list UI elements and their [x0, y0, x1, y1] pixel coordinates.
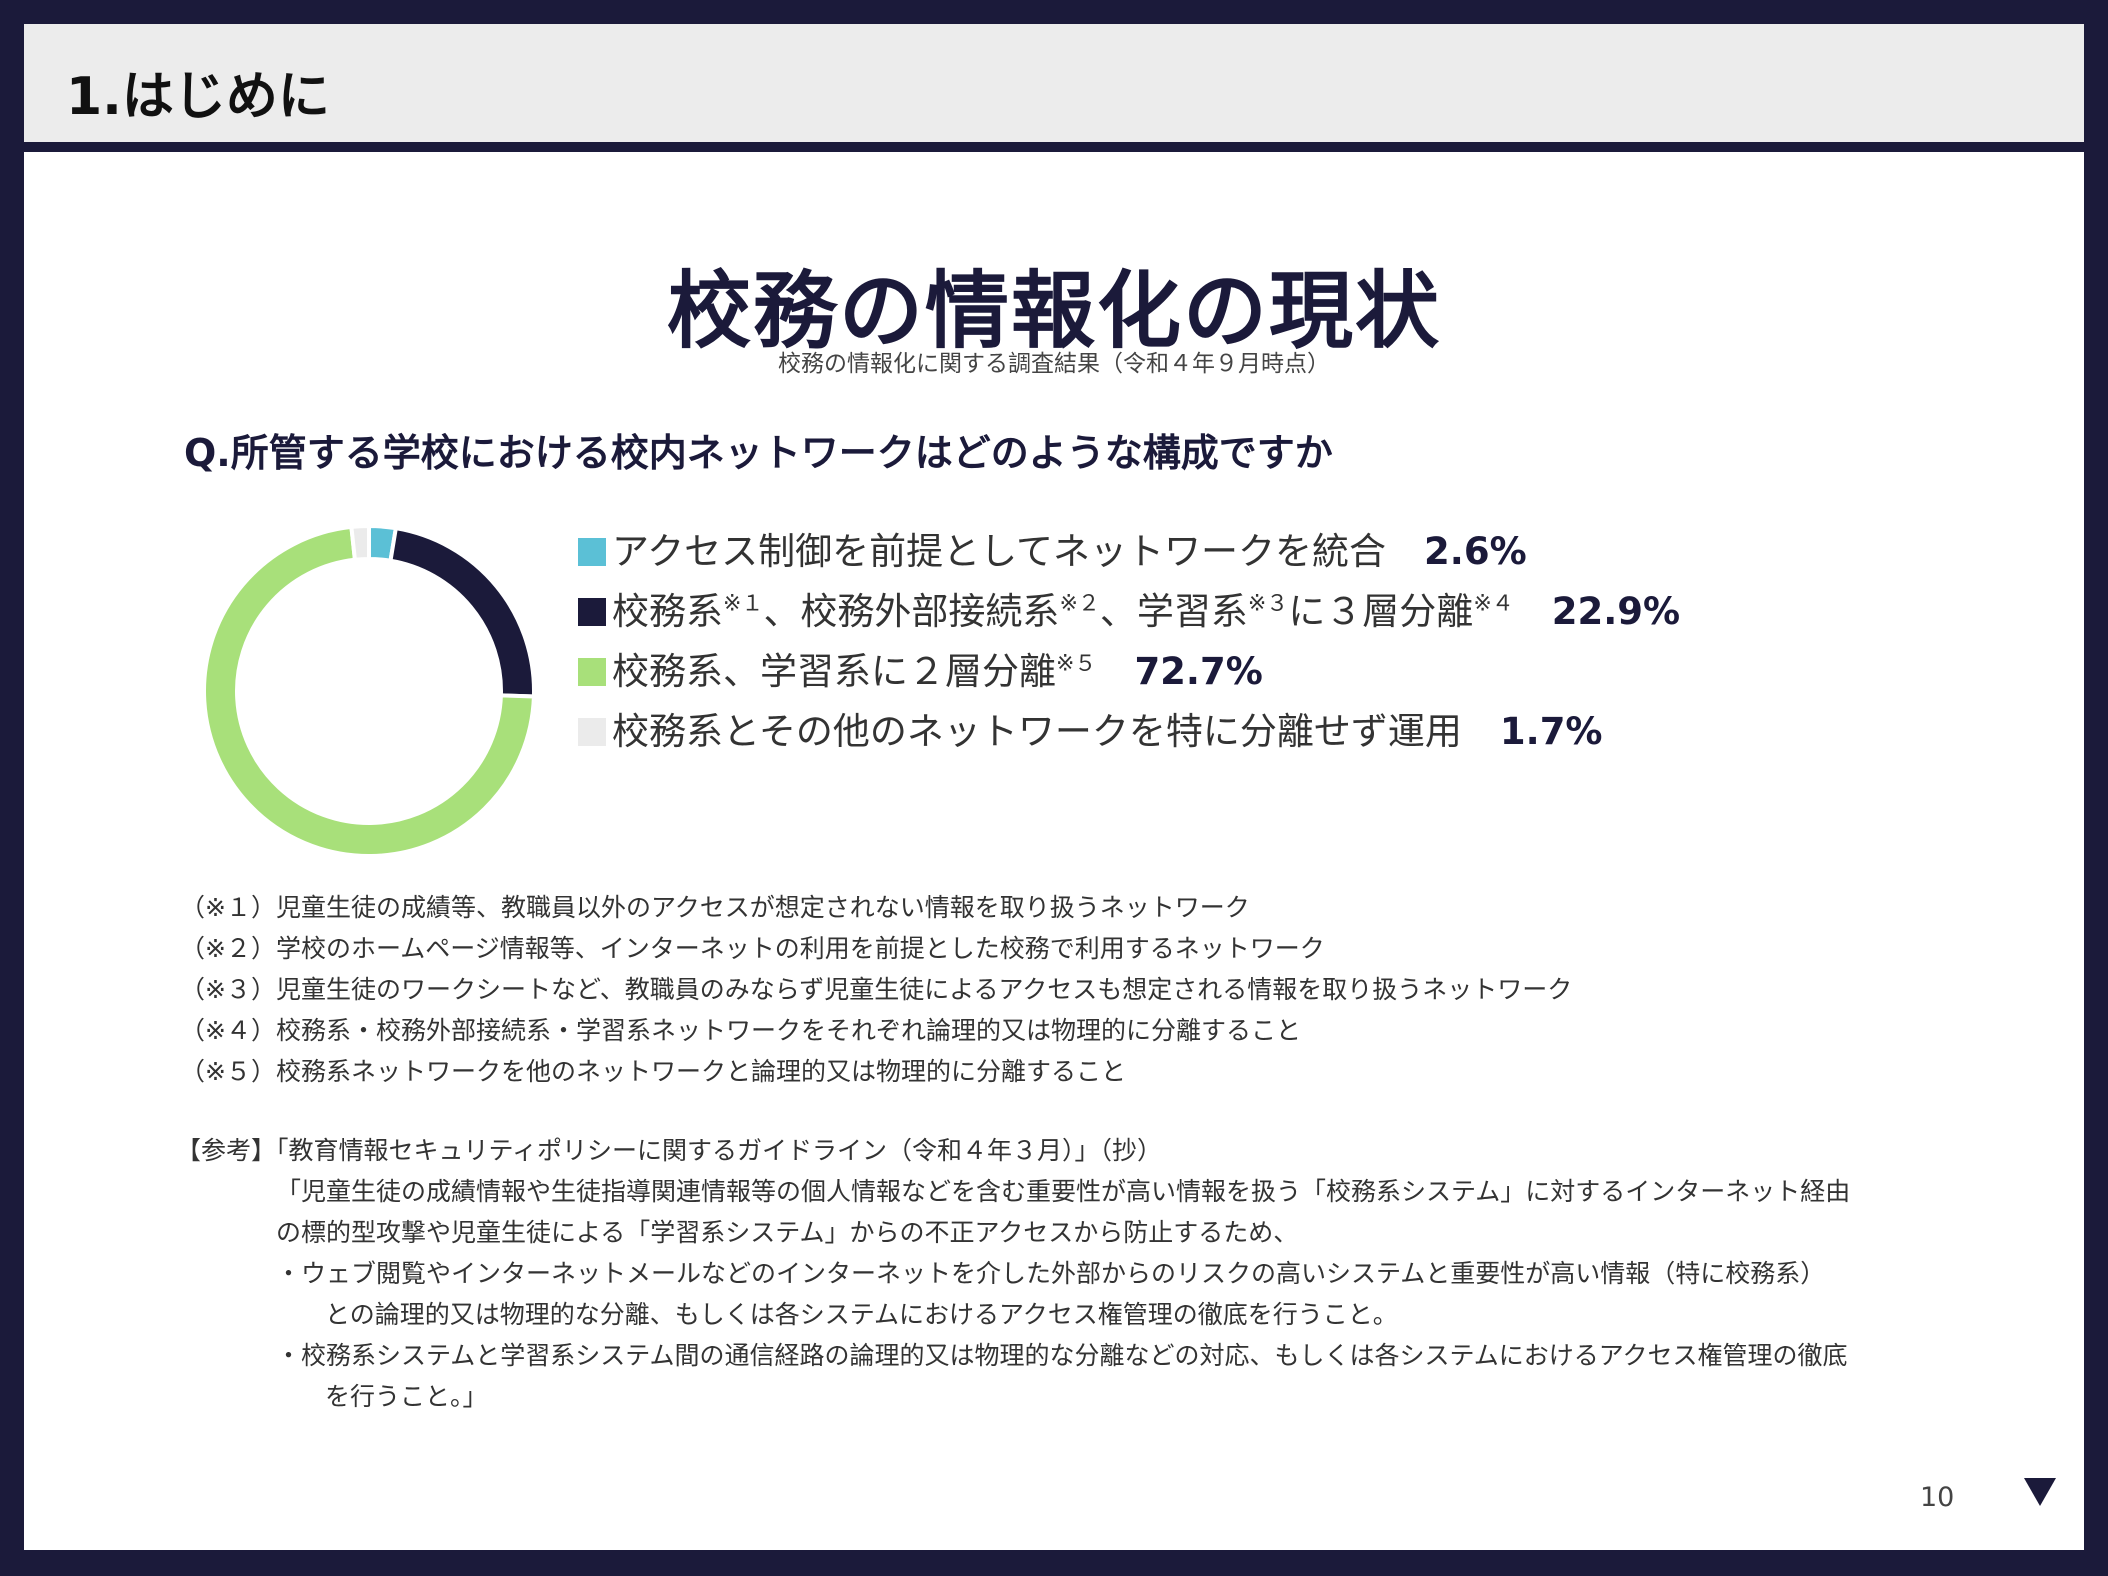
legend-item-3: 校務系、学習系に２層分離※５ 72.7% — [578, 642, 1680, 702]
reference-label: 【参考】 — [176, 1136, 277, 1165]
reference-title: 「教育情報セキュリティポリシーに関するガイドライン（令和４年３月）」（抄） — [276, 1136, 1163, 1165]
donut-slice-4 — [349, 523, 371, 562]
section-header: 1.はじめに — [24, 24, 2084, 142]
legend-swatch — [578, 658, 606, 686]
reference-line: ・校務系システムと学習系システム間の通信経路の論理的又は物理的な分離などの対応、… — [276, 1341, 1848, 1370]
reference-line: との論理的又は物理的な分離、もしくは各システムにおけるアクセス権管理の徹底を行う… — [300, 1300, 1398, 1329]
page-title: 校務の情報化の現状 — [666, 262, 1441, 360]
legend-item-1: アクセス制御を前提としてネットワークを統合 2.6% — [578, 522, 1680, 582]
legend-label: アクセス制御を前提としてネットワークを統合 — [612, 530, 1387, 573]
footnote: （※２）学校のホームページ情報等、インターネットの利用を前提とした校務で利用する… — [180, 934, 1325, 963]
donut-slice-3 — [202, 524, 536, 858]
legend-value: 22.9% — [1551, 590, 1681, 633]
chart-legend: アクセス制御を前提としてネットワークを統合 2.6% 校務系※１、校務外部接続系※２… — [578, 522, 1680, 762]
slide-panel: 校務の情報化の現状 校務の情報化に関する調査結果（令和４年９月時点） Q.所管す… — [24, 152, 2084, 1550]
footnote: （※５）校務系ネットワークを他のネットワークと論理的又は物理的に分離すること — [180, 1057, 1126, 1086]
reference-line: ・ウェブ閲覧やインターネットメールなどのインターネットを介した外部からのリスクの… — [276, 1259, 1826, 1288]
reference-line: を行うこと。」 — [300, 1382, 488, 1411]
donut-slice-2 — [388, 525, 536, 699]
legend-label: 校務系※１、校務外部接続系※２、学習系※３に３層分離※４ — [612, 590, 1514, 633]
footnote: （※４）校務系・校務外部接続系・学習系ネットワークをそれぞれ論理的又は物理的に分… — [180, 1016, 1301, 1045]
legend-swatch — [578, 718, 606, 746]
legend-label: 校務系、学習系に２層分離※５ — [612, 650, 1097, 693]
section-title: 1.はじめに — [66, 67, 330, 127]
survey-question: Q.所管する学校における校内ネットワークはどのような構成ですか — [184, 431, 1333, 475]
triangle-down-icon[interactable] — [2024, 1478, 2056, 1506]
reference-line: の標的型攻撃や児童生徒による「学習系システム」からの不正アクセスから防止するため… — [276, 1218, 1299, 1247]
legend-swatch — [578, 598, 606, 626]
legend-item-4: 校務系とその他のネットワークを特に分離せず運用 1.7% — [578, 702, 1680, 762]
reference-block: 【参考】「教育情報セキュリティポリシーに関するガイドライン（令和４年３月）」（抄… — [176, 1130, 1850, 1417]
page-number: 10 — [1920, 1482, 1955, 1513]
footnote: （※３）児童生徒のワークシートなど、教職員のみならず児童生徒によるアクセスも想定… — [180, 975, 1573, 1004]
legend-label: 校務系とその他のネットワークを特に分離せず運用 — [612, 710, 1462, 753]
footnote: （※１）児童生徒の成績等、教職員以外のアクセスが想定されない情報を取り扱うネット… — [180, 893, 1250, 922]
donut-chart — [202, 523, 536, 858]
footnotes: （※１）児童生徒の成績等、教職員以外のアクセスが想定されない情報を取り扱うネット… — [180, 887, 1572, 1092]
legend-item-2: 校務系※１、校務外部接続系※２、学習系※３に３層分離※４ 22.9% — [578, 582, 1680, 642]
legend-value: 1.7% — [1499, 710, 1603, 753]
reference-heading: 【参考】「教育情報セキュリティポリシーに関するガイドライン（令和４年３月）」（抄… — [176, 1130, 1850, 1171]
legend-value: 2.6% — [1424, 530, 1527, 573]
reference-line: 「児童生徒の成績情報や生徒指導関連情報等の個人情報などを含む重要性が高い情報を扱… — [276, 1177, 1851, 1206]
legend-value: 72.7% — [1134, 650, 1263, 693]
page-subtitle: 校務の情報化に関する調査結果（令和４年９月時点） — [778, 351, 1330, 377]
legend-swatch — [578, 538, 606, 566]
